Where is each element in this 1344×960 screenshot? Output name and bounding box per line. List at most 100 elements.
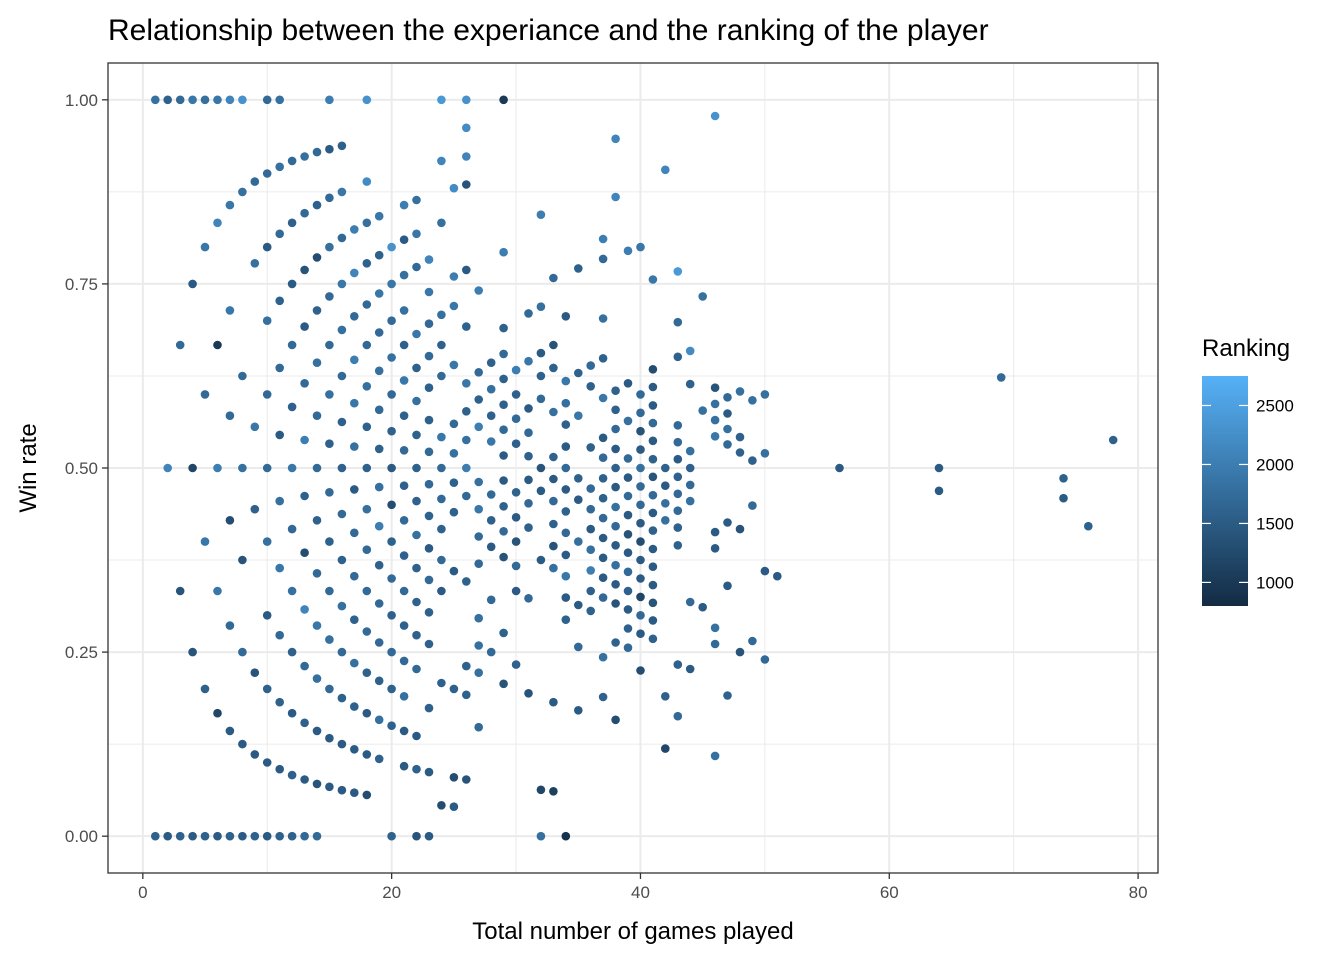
data-point <box>636 555 645 565</box>
data-point <box>399 692 409 701</box>
data-point <box>312 411 322 421</box>
data-point <box>325 635 334 644</box>
data-point <box>412 262 421 272</box>
data-point <box>449 449 459 458</box>
data-point <box>399 270 409 280</box>
data-point <box>760 390 770 399</box>
data-point <box>287 524 297 534</box>
data-point <box>636 463 645 473</box>
data-point <box>250 750 260 759</box>
data-point <box>399 200 409 210</box>
data-point <box>250 831 260 841</box>
data-point <box>661 481 670 491</box>
y-tick-label: 0.75 <box>65 275 98 294</box>
data-point <box>424 447 434 457</box>
data-point <box>350 355 359 365</box>
data-point <box>437 586 446 596</box>
data-point <box>175 586 185 596</box>
data-point <box>262 537 272 546</box>
data-point <box>300 208 309 218</box>
data-point <box>636 518 645 528</box>
data-point <box>387 426 396 436</box>
data-point <box>611 502 620 512</box>
data-point <box>673 317 683 327</box>
data-point <box>499 323 508 333</box>
data-point <box>412 463 421 473</box>
data-point <box>362 218 372 228</box>
data-point <box>300 379 309 388</box>
data-point <box>312 463 322 473</box>
data-point <box>561 463 571 473</box>
data-point <box>524 428 533 438</box>
data-point <box>574 495 583 505</box>
data-point <box>673 352 683 362</box>
data-point <box>474 722 484 732</box>
data-point <box>623 379 633 388</box>
data-point <box>586 484 595 493</box>
data-point <box>262 684 272 694</box>
data-point <box>934 486 944 496</box>
data-point <box>511 439 521 449</box>
data-point <box>511 586 521 596</box>
data-point <box>412 363 421 373</box>
data-point <box>312 306 322 315</box>
data-point <box>760 449 770 458</box>
data-point <box>499 374 508 384</box>
data-point <box>723 691 732 700</box>
data-point <box>412 630 421 640</box>
data-point <box>449 183 459 193</box>
data-point <box>636 242 645 252</box>
data-point <box>399 726 409 736</box>
data-point <box>312 253 322 262</box>
data-point <box>648 365 658 374</box>
data-point <box>648 490 658 500</box>
data-point <box>536 555 546 565</box>
data-point <box>412 597 421 607</box>
data-point <box>449 773 459 782</box>
data-point <box>462 379 471 388</box>
data-point <box>312 831 322 841</box>
data-point <box>524 475 533 485</box>
data-point <box>399 411 409 421</box>
data-point <box>623 605 633 614</box>
data-point <box>673 711 683 721</box>
data-point <box>598 493 608 503</box>
data-point <box>511 390 521 399</box>
data-point <box>262 463 272 473</box>
y-axis-ticks: 0.00 0.25 0.50 0.75 1.00 <box>65 91 108 846</box>
data-point <box>611 386 620 396</box>
data-point <box>486 595 496 605</box>
data-point <box>499 451 508 460</box>
legend: Ranking 1000 1500 2000 2500 <box>1202 335 1294 606</box>
data-point <box>499 349 508 359</box>
data-point <box>350 442 359 451</box>
data-point <box>499 400 508 410</box>
data-point <box>250 177 260 186</box>
data-point <box>1059 474 1068 483</box>
data-point <box>623 473 633 482</box>
data-point <box>225 95 235 105</box>
data-point <box>300 548 309 557</box>
data-point <box>325 144 334 154</box>
data-point <box>561 831 571 841</box>
data-point <box>661 499 670 508</box>
data-point <box>200 537 210 546</box>
data-point <box>486 384 496 394</box>
data-point <box>362 586 372 596</box>
data-point <box>325 292 334 301</box>
data-point <box>287 586 297 596</box>
data-point <box>374 638 384 647</box>
data-point <box>374 560 384 570</box>
data-point <box>536 302 546 312</box>
data-point <box>337 325 347 335</box>
data-point <box>238 371 247 381</box>
data-point <box>549 496 558 506</box>
data-point <box>200 390 210 399</box>
chart-title: Relationship between the experiance and … <box>108 14 989 47</box>
data-point <box>648 382 658 392</box>
data-point <box>312 358 322 368</box>
data-point <box>549 541 558 551</box>
data-point <box>462 463 471 473</box>
data-point <box>685 463 695 473</box>
